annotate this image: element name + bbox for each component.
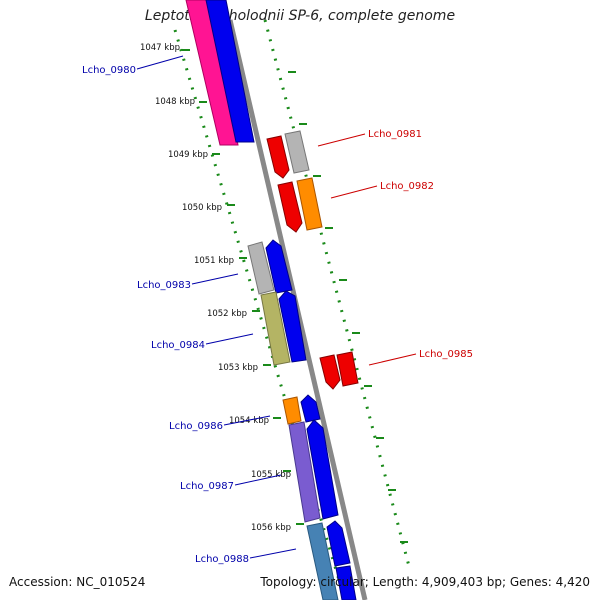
tick-label: 1052 kbp	[207, 309, 247, 319]
reverse-label-group: Lcho_0980 Lcho_0983 Lcho_0984 Lcho_0986 …	[82, 55, 297, 565]
gene-label[interactable]: Lcho_0985	[419, 349, 473, 360]
label-leader	[234, 474, 282, 486]
gene-bar-purple[interactable]	[288, 421, 321, 523]
label-leader	[205, 333, 254, 345]
label-leader	[136, 55, 184, 70]
tick-label: 1055 kbp	[251, 470, 291, 480]
gene-feature-group	[185, 0, 357, 600]
gene-bar-orange[interactable]	[282, 396, 302, 425]
tick-label: 1048 kbp	[155, 97, 195, 107]
gene-feature-group	[266, 130, 359, 390]
label-leader	[368, 353, 417, 366]
gene-bar-blue[interactable]	[335, 565, 357, 600]
gene-bar-orange[interactable]	[296, 177, 323, 231]
gene-bar-blue[interactable]	[205, 0, 255, 143]
tick-label: 1054 kbp	[229, 416, 269, 426]
label-leader	[249, 548, 297, 559]
gene-label[interactable]: Lcho_0982	[380, 181, 434, 192]
label-leader	[223, 415, 271, 426]
tick-label: 1053 kbp	[218, 363, 258, 373]
tick-group: 1047 kbp 1048 kbp 1049 kbp 1050 kbp 1051…	[140, 43, 408, 543]
forward-label-group: Lcho_0981 Lcho_0982 Lcho_0985	[317, 129, 473, 366]
gene-bar-grey[interactable]	[247, 241, 275, 295]
tick-label: 1049 kbp	[168, 150, 208, 160]
gene-arrow-blue[interactable]	[326, 520, 351, 567]
label-leader	[330, 185, 378, 199]
gene-bar-magenta[interactable]	[185, 0, 239, 146]
tick-label: 1047 kbp	[140, 43, 180, 53]
gene-arrow-blue[interactable]	[265, 239, 293, 294]
label-leader	[191, 273, 239, 285]
topology-text: Topology: circular; Length: 4,909,403 bp…	[260, 575, 590, 589]
tick-label: 1051 kbp	[194, 256, 234, 266]
gene-label[interactable]: Lcho_0981	[368, 129, 422, 140]
gene-arrow-red[interactable]	[277, 181, 303, 233]
accession-text: Accession: NC_010524	[9, 575, 146, 589]
gene-arrow-blue[interactable]	[306, 419, 339, 520]
gene-label[interactable]: Lcho_0987	[180, 481, 234, 492]
tick-label: 1050 kbp	[182, 203, 222, 213]
label-leader	[317, 133, 366, 147]
gene-label[interactable]: Lcho_0988	[195, 554, 249, 565]
gene-label[interactable]: Lcho_0986	[169, 421, 223, 432]
gene-label[interactable]: Lcho_0980	[82, 65, 136, 76]
gene-arrow-red[interactable]	[266, 135, 290, 179]
gene-arrow-red[interactable]	[319, 354, 341, 390]
gene-bar-steel[interactable]	[306, 522, 339, 600]
gene-bar-red[interactable]	[336, 351, 359, 387]
gene-label[interactable]: Lcho_0983	[137, 280, 191, 291]
gene-bar-grey[interactable]	[284, 130, 310, 174]
gene-arrow-blue[interactable]	[300, 394, 321, 423]
tick-label: 1056 kbp	[251, 523, 291, 533]
gene-label[interactable]: Lcho_0984	[151, 340, 205, 351]
gene-arrow-blue[interactable]	[278, 290, 307, 363]
gene-bar-olive[interactable]	[260, 291, 291, 366]
